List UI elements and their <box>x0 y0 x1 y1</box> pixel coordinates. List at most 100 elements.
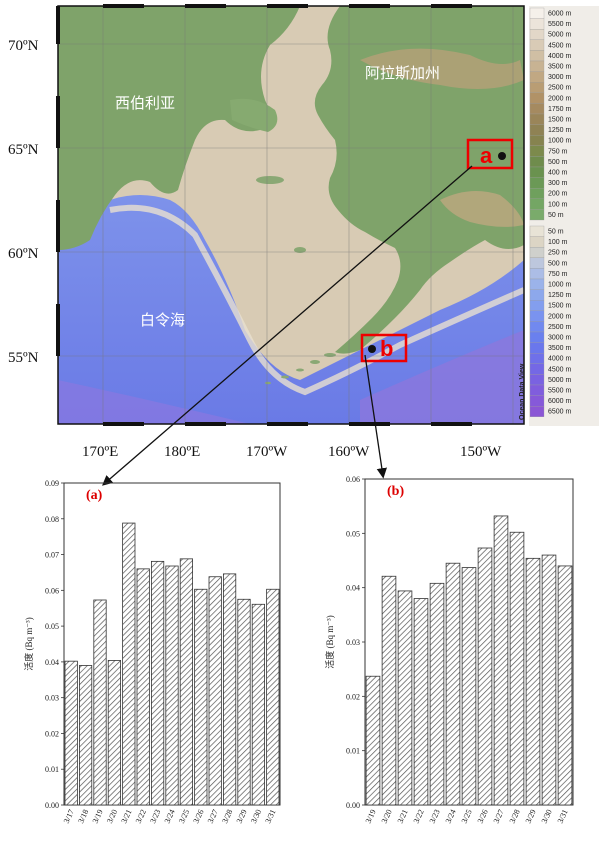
legend-label-land: 750 m <box>548 148 568 155</box>
site-b-label: b <box>380 336 393 361</box>
chart-a: 0.00 0.01 0.02 0.03 0.04 0.05 0.06 0.07 0.08 0.09… <box>23 479 281 825</box>
y-tick-label: 0.03 <box>346 638 360 647</box>
legend-label-sea: 250 m <box>548 250 568 257</box>
legend-label-land: 1500 m <box>548 117 572 124</box>
legend-swatch-land <box>529 124 545 136</box>
legend-swatch-land <box>529 135 545 146</box>
bar <box>136 568 150 806</box>
bar <box>365 675 381 806</box>
legend-label-sea: 1000 m <box>548 282 572 289</box>
legend-label-land: 3000 m <box>548 74 572 81</box>
legend-swatch-land <box>529 156 545 168</box>
arrow-to-chart-b <box>364 354 387 479</box>
legend-swatch-sea <box>529 363 545 375</box>
alaska-range <box>440 191 524 227</box>
legend-label-sea: 50 m <box>548 229 564 236</box>
x-tick-label: 3/21 <box>396 808 410 825</box>
bar <box>179 558 193 806</box>
legend-label-land: 4500 m <box>548 42 572 49</box>
x-tick-label: 3/28 <box>220 808 234 825</box>
legend-label-land: 5000 m <box>548 32 572 39</box>
bar <box>251 603 265 806</box>
x-tick-label: 3/29 <box>524 808 538 825</box>
x-tick-label: 3/30 <box>540 808 554 825</box>
bar <box>79 665 93 806</box>
legend-label-sea: 2500 m <box>548 324 572 331</box>
lat-label-65: 65ºN <box>8 142 39 158</box>
x-tick-label: 3/25 <box>460 808 474 825</box>
x-tick-label: 3/30 <box>249 808 263 825</box>
legend-swatch-land <box>529 145 545 157</box>
bar <box>429 582 445 806</box>
lat-label-60: 60ºN <box>8 246 39 262</box>
x-tick-label: 3/20 <box>380 808 394 825</box>
y-tick-label: 0.04 <box>45 658 59 667</box>
y-tick-label: 0.00 <box>45 801 59 810</box>
legend-swatch-sea <box>529 353 545 364</box>
legend-label-sea: 1500 m <box>548 303 572 310</box>
legend-swatch-land <box>529 71 545 83</box>
legend-label-sea: 750 m <box>548 271 568 278</box>
legend-swatch-sea <box>529 406 545 417</box>
y-axis-title: 活度 (Bq m⁻³) <box>23 617 34 670</box>
x-tick-label: 3/27 <box>206 808 220 825</box>
bar <box>93 599 107 806</box>
x-tick-label: 3/26 <box>191 808 205 825</box>
legend-label-land: 1250 m <box>548 127 572 134</box>
legend-swatch-land <box>529 82 545 93</box>
x-tick-label: 3/25 <box>177 808 191 825</box>
legend-label-land: 5500 m <box>548 21 572 28</box>
legend-swatch-sea <box>529 321 545 333</box>
y-tick-label: 0.01 <box>346 747 360 756</box>
y-tick-label: 0.02 <box>45 729 59 738</box>
y-tick-label: 0.06 <box>346 475 360 484</box>
legend-swatch-land <box>529 209 545 221</box>
legend-swatch-sea <box>529 300 545 311</box>
legend-swatch-land <box>529 7 545 19</box>
arrow-to-chart-a <box>102 165 473 486</box>
legend-swatch-sea <box>529 395 545 407</box>
lat-label-55: 55ºN <box>8 350 39 366</box>
shelf-edge <box>109 204 524 396</box>
legend-swatch-sea <box>529 257 545 269</box>
lat-label-70: 70ºN <box>8 38 39 54</box>
legend-label-sea: 3000 m <box>548 335 572 342</box>
legend-swatch-land <box>529 103 545 115</box>
nunivak-island <box>294 247 306 253</box>
x-tick-label: 3/24 <box>163 808 177 825</box>
lon-label-160w: 160ºW <box>328 444 370 460</box>
legend-label-land: 400 m <box>548 170 568 177</box>
bar <box>122 522 136 806</box>
y-tick-label: 0.04 <box>346 584 360 593</box>
legend-swatch-sea <box>529 268 545 280</box>
lon-label-170w: 170ºW <box>246 444 288 460</box>
graticule <box>58 6 524 424</box>
bar <box>151 560 165 806</box>
y-axis-title: 活度 (Bq m⁻³) <box>324 615 335 668</box>
alaska-label: 阿拉斯加州 <box>365 64 440 82</box>
bar <box>557 565 573 806</box>
bar <box>397 590 413 806</box>
bar <box>223 573 237 806</box>
legend-label-land: 3500 m <box>548 64 572 71</box>
bar <box>445 562 461 806</box>
map-panel: 西伯利亚 阿拉斯加州 白令海 70ºN 65ºN 60ºN 55ºN 170ºE… <box>8 4 599 486</box>
y-tick-label: 0.06 <box>45 586 59 595</box>
legend-swatch-sea <box>529 225 545 237</box>
legend-swatch-sea <box>529 374 545 386</box>
x-tick-label: 3/20 <box>105 808 119 825</box>
legend-label-sea: 6000 m <box>548 398 572 405</box>
legend-label-land: 1750 m <box>548 106 572 113</box>
siberia-label: 西伯利亚 <box>115 94 175 112</box>
x-tick-label: 3/23 <box>428 808 442 825</box>
legend-label-sea: 5000 m <box>548 377 572 384</box>
legend-swatch-land <box>529 198 545 210</box>
panel-label: (a) <box>86 488 103 503</box>
bar <box>266 588 280 806</box>
elevation-legend: 6000 m 5500 m 5000 m 4500 m 4000 m 3500 m 3000… <box>519 6 599 426</box>
x-tick-label: 3/28 <box>508 808 522 825</box>
bar <box>381 575 397 806</box>
legend-label-sea: 5500 m <box>548 388 572 395</box>
x-tick-label: 3/31 <box>556 808 570 825</box>
